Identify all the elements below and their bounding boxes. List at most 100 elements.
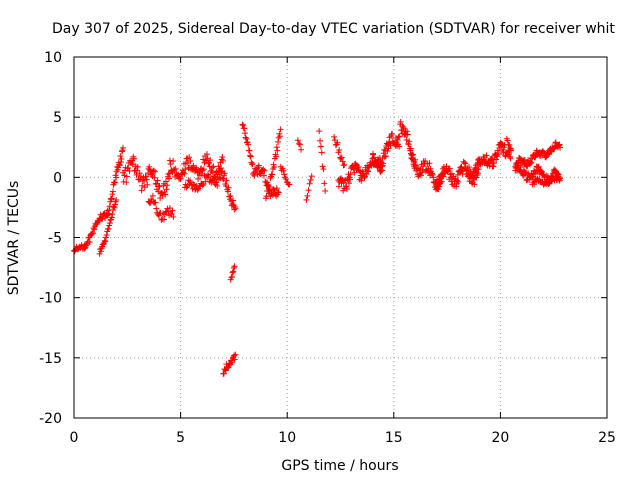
data-point [101, 237, 108, 244]
data-point [217, 159, 224, 166]
y-tick-label: -10 [39, 291, 62, 307]
data-point [106, 206, 113, 213]
data-point [241, 125, 248, 132]
data-point [394, 136, 401, 143]
x-tick-label: 0 [70, 430, 79, 446]
x-axis-label: GPS time / hours [281, 458, 398, 474]
data-point [491, 160, 498, 167]
data-point [166, 175, 173, 182]
data-point [231, 356, 238, 363]
data-point [365, 168, 372, 175]
data-point [117, 153, 124, 160]
data-point [453, 183, 460, 190]
data-point [247, 153, 254, 160]
data-point [205, 159, 212, 166]
data-point [163, 186, 170, 193]
data-point [535, 163, 542, 170]
x-tick-label: 20 [491, 430, 509, 446]
data-point [409, 155, 416, 162]
data-point [557, 144, 564, 151]
data-point [396, 143, 403, 150]
data-point [247, 152, 254, 159]
data-point [162, 191, 169, 198]
data-point [228, 273, 235, 280]
data-point [230, 268, 237, 275]
data-point [405, 141, 412, 148]
data-point [159, 192, 166, 199]
data-point [495, 151, 502, 158]
data-point [231, 352, 238, 359]
data-point [204, 171, 211, 178]
data-point [241, 130, 248, 137]
data-point [436, 183, 443, 190]
y-tick-label: -15 [39, 351, 62, 367]
data-point [170, 213, 177, 220]
data-point [183, 184, 190, 191]
data-point [502, 152, 509, 159]
data-point [460, 167, 467, 174]
data-point [268, 190, 275, 197]
data-point [454, 177, 461, 184]
y-tick-label: -20 [39, 411, 62, 427]
data-point [210, 163, 217, 170]
data-point [108, 214, 115, 221]
data-point [158, 190, 165, 197]
data-point [437, 180, 444, 187]
data-point [231, 203, 238, 210]
x-tick-label: 10 [278, 430, 296, 446]
data-point [243, 135, 250, 142]
data-point [220, 370, 227, 377]
data-point [153, 205, 160, 212]
data-point [356, 167, 363, 174]
data-point [166, 157, 173, 164]
data-point [389, 130, 396, 137]
data-point [151, 174, 158, 181]
data-point [106, 220, 113, 227]
data-point [152, 199, 159, 206]
data-point [226, 193, 233, 200]
data-point [105, 225, 112, 232]
data-point [260, 172, 267, 179]
data-point [263, 193, 270, 200]
data-point [471, 174, 478, 181]
data-point [136, 170, 143, 177]
data-point [461, 159, 468, 166]
data-point [181, 170, 188, 177]
data-point [118, 155, 125, 162]
data-point [225, 184, 232, 191]
data-point [271, 164, 278, 171]
data-point [221, 170, 228, 177]
data-point [276, 133, 283, 140]
data-point [105, 211, 112, 218]
data-point [517, 164, 524, 171]
y-tick-label: 0 [53, 170, 62, 186]
data-point [150, 167, 157, 174]
data-point [355, 163, 362, 170]
data-point [341, 161, 348, 168]
data-point [335, 183, 342, 190]
data-point [121, 172, 128, 179]
data-point [350, 165, 357, 172]
data-point [360, 170, 367, 177]
data-points [71, 118, 564, 377]
x-tick-label: 15 [385, 430, 403, 446]
data-point [109, 188, 116, 195]
data-point [528, 159, 535, 166]
data-point [165, 208, 172, 215]
data-point [506, 153, 513, 160]
data-point [244, 139, 251, 146]
data-point [274, 147, 281, 154]
data-point [253, 165, 260, 172]
data-point [167, 161, 174, 168]
data-point [180, 169, 187, 176]
data-point [440, 173, 447, 180]
data-point [153, 180, 160, 187]
data-point [406, 138, 413, 145]
data-point [281, 171, 288, 178]
data-point [455, 178, 462, 185]
data-point [230, 197, 237, 204]
data-point [232, 351, 239, 358]
data-point [286, 181, 293, 188]
data-point [177, 175, 184, 182]
data-point [169, 207, 176, 214]
